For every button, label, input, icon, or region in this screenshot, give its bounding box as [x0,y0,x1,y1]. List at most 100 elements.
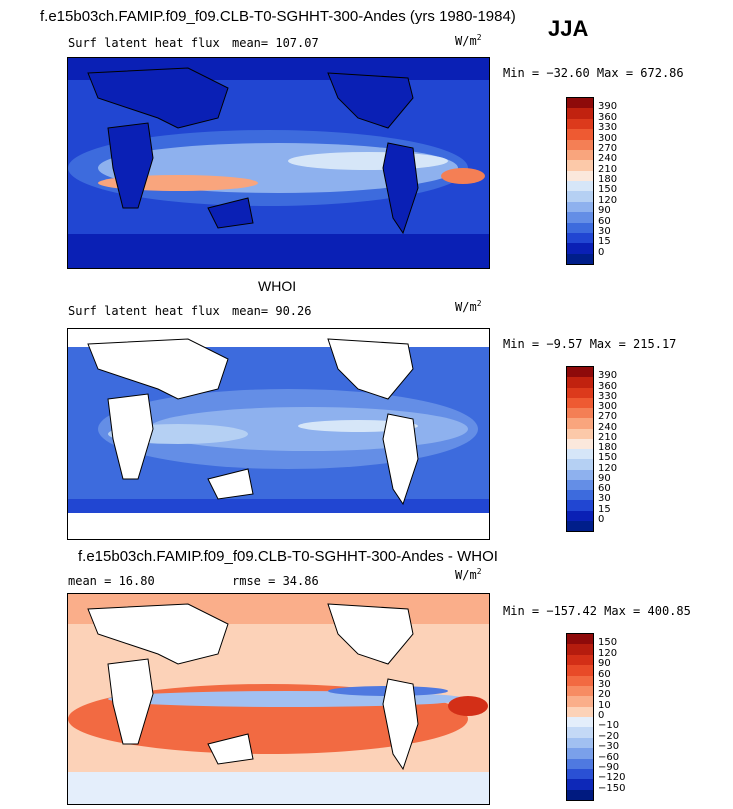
colorbar-swatch [567,98,593,109]
colorbar-tick-label: 120 [598,194,618,206]
colorbar-swatch [567,706,593,717]
colorbar-swatch [567,510,593,521]
colorbar-tick-label: 300 [598,401,618,412]
panel1-mean-label: mean= 107.07 [232,36,319,50]
colorbar-tick-label: 10 [598,699,611,711]
colorbar-tick-label: 330 [598,122,618,134]
colorbar-swatch [567,665,593,676]
panel1-variable-label: Surf latent heat flux [68,36,220,50]
colorbar-swatch [567,408,593,419]
colorbar-tick-label: −20 [598,730,620,742]
panel1-map [67,57,490,269]
colorbar-swatch [567,490,593,501]
colorbar-tick-label: −60 [598,751,620,763]
colorbar-tick-label: −90 [598,761,620,773]
colorbar-tick-label: −10 [598,720,620,732]
panel1-units: W/m2 [455,33,482,48]
colorbar-swatch [567,118,593,130]
colorbar-swatch [567,367,593,378]
panel2-variable-label: Surf latent heat flux [68,304,220,318]
colorbar-tick-label: −120 [598,772,626,784]
colorbar-swatch [567,438,593,449]
colorbar-tick-label: 30 [598,678,611,690]
panel3-rmse-label: rmse = 34.86 [232,574,319,588]
colorbar-tick-label: 60 [598,483,611,494]
colorbar-tick-label: 90 [598,205,611,217]
colorbar-swatch [567,520,593,531]
colorbar-tick-label: 180 [598,442,618,453]
panel2-map-svg [68,329,489,539]
colorbar-swatch [567,654,593,666]
colorbar-tick-label: 240 [598,421,618,433]
colorbar-tick-label: 240 [598,153,618,165]
colorbar-swatch [567,479,593,490]
colorbar-swatch [567,160,593,171]
colorbar-tick-label: 150 [598,637,618,649]
colorbar-swatch [567,243,593,254]
colorbar-swatch [567,748,593,759]
colorbar-swatch [567,201,593,213]
colorbar-tick-label: 210 [598,163,618,175]
colorbar-swatch [567,634,593,645]
panel2-minmax: Min = −9.57 Max = 215.17 [503,337,677,351]
colorbar-tick-label: 300 [598,132,618,144]
panel3-minmax: Min = −157.42 Max = 400.85 [503,604,691,618]
colorbar-tick-label: 150 [598,452,618,464]
colorbar-tick-label: −30 [598,741,620,753]
panel3-mean-label: mean = 16.80 [68,574,155,588]
season-label: JJA [548,16,589,41]
colorbar-swatch [567,449,593,460]
colorbar-swatch [567,387,593,398]
colorbar-swatch [567,737,593,749]
colorbar-swatch [567,459,593,470]
colorbar-swatch [567,397,593,408]
colorbar-tick-label: 390 [598,370,618,382]
colorbar-tick-label: 30 [598,225,611,237]
colorbar-tick-label: 270 [598,411,618,423]
panel2-title: WHOI [258,278,297,294]
colorbar-swatch [567,139,593,150]
colorbar-swatch [567,129,593,140]
panel1-title: f.e15b03ch.FAMIP.f09_f09.CLB-T0-SGHHT-30… [40,8,516,25]
colorbar-tick-label: 30 [598,493,611,505]
colorbar-tick-label: 390 [598,101,618,113]
panel1-colorbar [566,97,594,265]
panel3-units: W/m2 [455,567,482,582]
colorbar-swatch [567,212,593,223]
colorbar-swatch [567,789,593,800]
panel3-colorbar [566,633,594,801]
colorbar-swatch [567,727,593,738]
colorbar-swatch [567,685,593,697]
panel2-map [67,328,490,540]
colorbar-swatch [567,191,593,202]
colorbar-swatch [567,675,593,686]
panel1-minmax: Min = −32.60 Max = 672.86 [503,66,684,80]
colorbar-swatch [567,170,593,181]
colorbar-swatch [567,696,593,707]
colorbar-tick-label: 0 [598,513,605,525]
colorbar-swatch [567,779,593,790]
colorbar-swatch [567,500,593,511]
colorbar-tick-label: 120 [598,462,618,474]
colorbar-swatch [567,717,593,728]
colorbar-swatch [567,644,593,655]
colorbar-tick-label: 270 [598,142,618,154]
colorbar-swatch [567,232,593,244]
colorbar-swatch [567,108,593,119]
colorbar-swatch [567,428,593,439]
colorbar-swatch [567,768,593,780]
colorbar-swatch [567,253,593,264]
colorbar-tick-label: 15 [598,503,611,515]
colorbar-swatch [567,469,593,480]
colorbar-swatch [567,758,593,769]
panel3-map [67,593,490,805]
colorbar-tick-label: 60 [598,668,611,680]
colorbar-tick-label: 150 [598,184,618,196]
panel2-units: W/m2 [455,299,482,314]
panel3-title: f.e15b03ch.FAMIP.f09_f09.CLB-T0-SGHHT-30… [78,548,498,565]
panel3-map-svg [68,594,489,804]
colorbar-swatch [567,377,593,388]
colorbar-swatch [567,149,593,161]
colorbar-swatch [567,222,593,233]
colorbar-tick-label: 360 [598,380,618,392]
